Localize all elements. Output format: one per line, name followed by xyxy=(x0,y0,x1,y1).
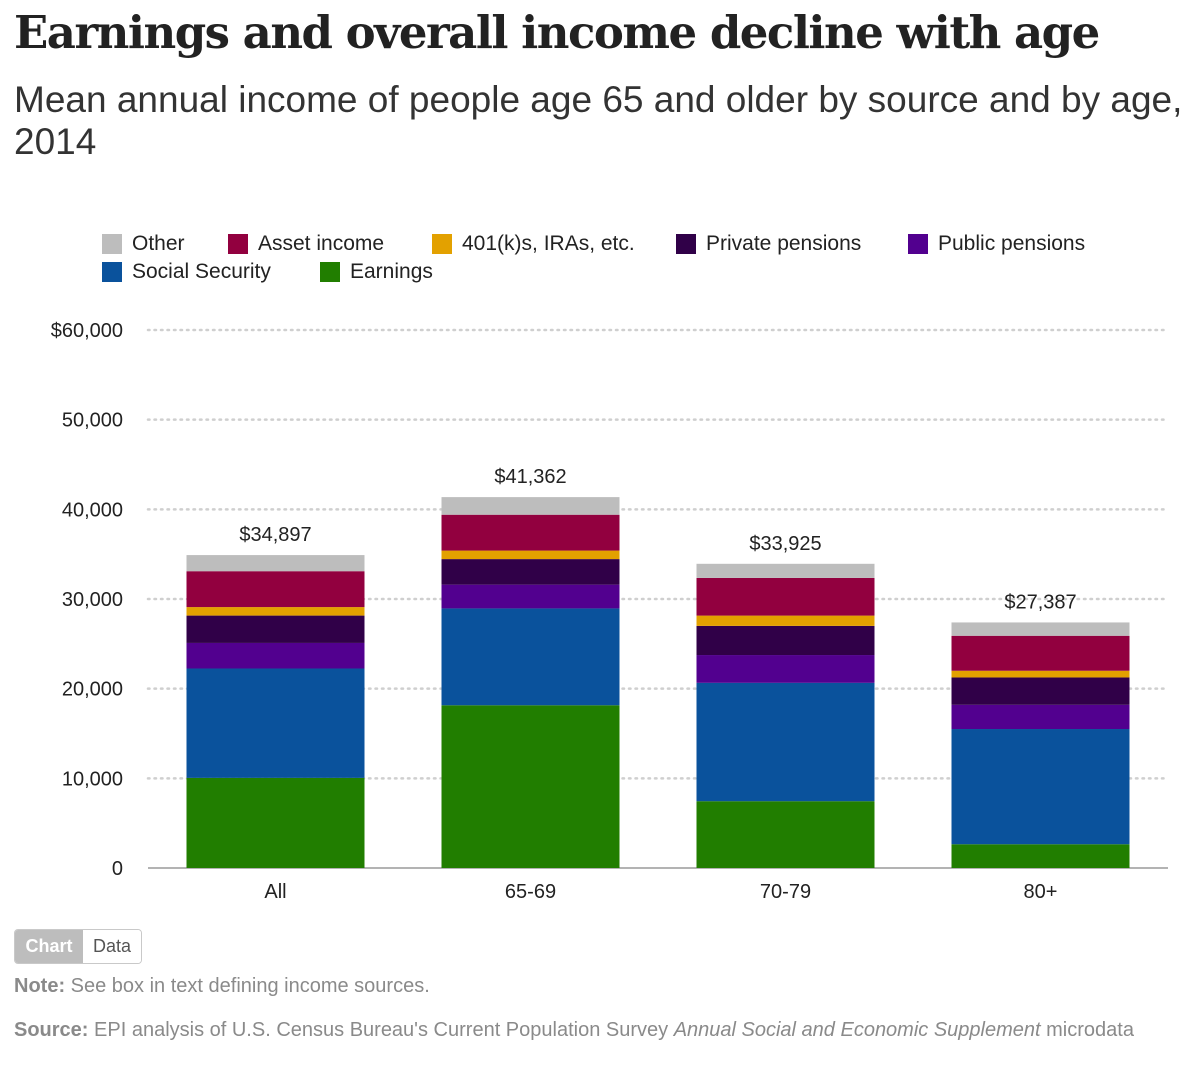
y-tick-label: 50,000 xyxy=(62,410,123,432)
y-tick-label: 20,000 xyxy=(62,679,123,701)
legend-label: Public pensions xyxy=(938,232,1086,255)
bar-segment-public-pensions xyxy=(696,655,875,683)
bar-segment-other xyxy=(186,555,365,572)
bar-segment-other xyxy=(951,622,1130,636)
bar-segment-earnings xyxy=(441,705,620,868)
legend-swatch xyxy=(102,234,122,254)
bar-segment-private-pensions xyxy=(441,559,620,585)
legend-item-asset-income[interactable]: Asset income xyxy=(228,230,384,258)
bar-segment-asset-income xyxy=(951,635,1130,671)
x-tick-label: 65-69 xyxy=(505,881,556,903)
bar-total-label: $34,897 xyxy=(239,524,311,546)
data-view-button[interactable]: Data xyxy=(83,930,141,963)
bar-segment-public-pensions xyxy=(951,704,1130,730)
x-tick-label: All xyxy=(264,881,286,903)
y-tick-label: 40,000 xyxy=(62,499,123,521)
source-text-end: microdata xyxy=(1040,1019,1134,1041)
legend-swatch xyxy=(228,234,248,254)
bar-segment-other xyxy=(441,497,620,515)
legend-item-earnings[interactable]: Earnings xyxy=(320,258,433,286)
chart-source: Source: EPI analysis of U.S. Census Bure… xyxy=(14,1016,1189,1045)
legend-item-other[interactable]: Other xyxy=(102,230,185,258)
bar-segment-earnings xyxy=(696,801,875,868)
chart-subtitle: Mean annual income of people age 65 and … xyxy=(14,79,1183,162)
bar-segment-401-k-s-iras-etc xyxy=(951,670,1130,678)
legend-label: Earnings xyxy=(350,260,433,283)
bar-segment-private-pensions xyxy=(951,677,1130,705)
legend-swatch xyxy=(908,234,928,254)
note-text: See box in text defining income sources. xyxy=(65,975,430,997)
legend-label: Asset income xyxy=(258,232,385,255)
legend-label: 401(k)s, IRAs, etc. xyxy=(462,232,635,255)
bar-segment-social-security xyxy=(696,682,875,802)
y-tick-label: 10,000 xyxy=(62,768,123,790)
bar-segment-public-pensions xyxy=(186,642,365,669)
bar-segment-asset-income xyxy=(696,577,875,616)
bar-segment-social-security xyxy=(186,668,365,778)
legend-label: Private pensions xyxy=(706,232,862,255)
bar-segment-other xyxy=(696,563,875,578)
bar-segment-public-pensions xyxy=(441,584,620,609)
chart-title: Earnings and overall income decline with… xyxy=(14,6,1100,59)
y-tick-label: $60,000 xyxy=(51,320,123,342)
bar-segment-earnings xyxy=(951,844,1130,868)
y-tick-label: 0 xyxy=(112,858,123,880)
bar-total-label: $33,925 xyxy=(749,533,821,555)
bar-total-label: $27,387 xyxy=(1004,591,1076,613)
legend-swatch xyxy=(102,262,122,282)
legend-item-public-pensions[interactable]: Public pensions xyxy=(908,230,1085,258)
chart-note: Note: See box in text defining income so… xyxy=(14,975,430,998)
chart-view-button[interactable]: Chart xyxy=(15,930,83,963)
source-text: EPI analysis of U.S. Census Bureau's Cur… xyxy=(88,1019,674,1041)
legend-swatch xyxy=(320,262,340,282)
legend-swatch xyxy=(676,234,696,254)
bar-segment-401-k-s-iras-etc xyxy=(441,550,620,560)
legend-item-401-k-s-iras-etc[interactable]: 401(k)s, IRAs, etc. xyxy=(432,230,635,258)
bar-segment-private-pensions xyxy=(186,615,365,643)
view-toggle: Chart Data xyxy=(14,929,142,964)
bar-segment-social-security xyxy=(951,729,1130,845)
source-label: Source: xyxy=(14,1019,89,1041)
source-italic-text: Annual Social and Economic Supplement xyxy=(673,1019,1041,1041)
bar-segment-401-k-s-iras-etc xyxy=(696,615,875,626)
legend-item-private-pensions[interactable]: Private pensions xyxy=(676,230,861,258)
bar-total-label: $41,362 xyxy=(494,466,566,488)
bar-segment-earnings xyxy=(186,777,365,868)
legend-item-social-security[interactable]: Social Security xyxy=(102,258,271,286)
x-tick-label: 80+ xyxy=(1024,881,1058,903)
legend-swatch xyxy=(432,234,452,254)
bar-segment-social-security xyxy=(441,608,620,706)
legend-label: Social Security xyxy=(132,260,271,283)
bar-segment-asset-income xyxy=(186,571,365,608)
y-tick-label: 30,000 xyxy=(62,589,123,611)
x-tick-label: 70-79 xyxy=(760,881,811,903)
legend-label: Other xyxy=(132,232,185,255)
stacked-bar-chart: 0 10,000 20,000 30,000 40,000 50,000 $60,000 $3… xyxy=(51,320,1170,903)
bar-segment-private-pensions xyxy=(696,625,875,656)
chart-legend: Other Asset income 401(k)s, IRAs, etc. Priv… xyxy=(102,230,1182,290)
note-label: Note: xyxy=(14,975,66,997)
bar-segment-401-k-s-iras-etc xyxy=(186,607,365,616)
bar-segment-asset-income xyxy=(441,514,620,551)
